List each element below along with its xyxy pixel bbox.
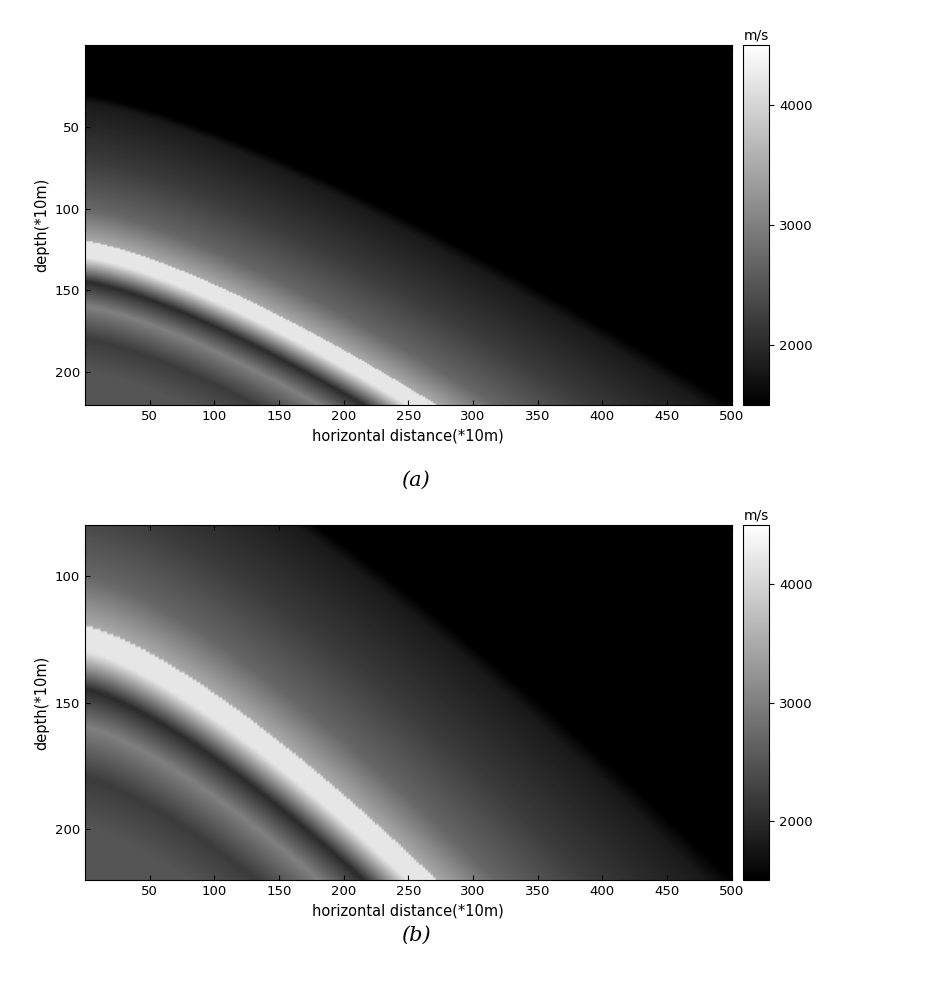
Title: m/s: m/s	[744, 28, 768, 42]
Text: (a): (a)	[401, 471, 430, 489]
Y-axis label: depth(*10m): depth(*10m)	[34, 655, 49, 750]
Text: (b): (b)	[400, 926, 430, 944]
Y-axis label: depth(*10m): depth(*10m)	[34, 178, 49, 272]
Title: m/s: m/s	[744, 508, 768, 522]
X-axis label: horizontal distance(*10m): horizontal distance(*10m)	[312, 428, 504, 443]
X-axis label: horizontal distance(*10m): horizontal distance(*10m)	[312, 903, 504, 918]
